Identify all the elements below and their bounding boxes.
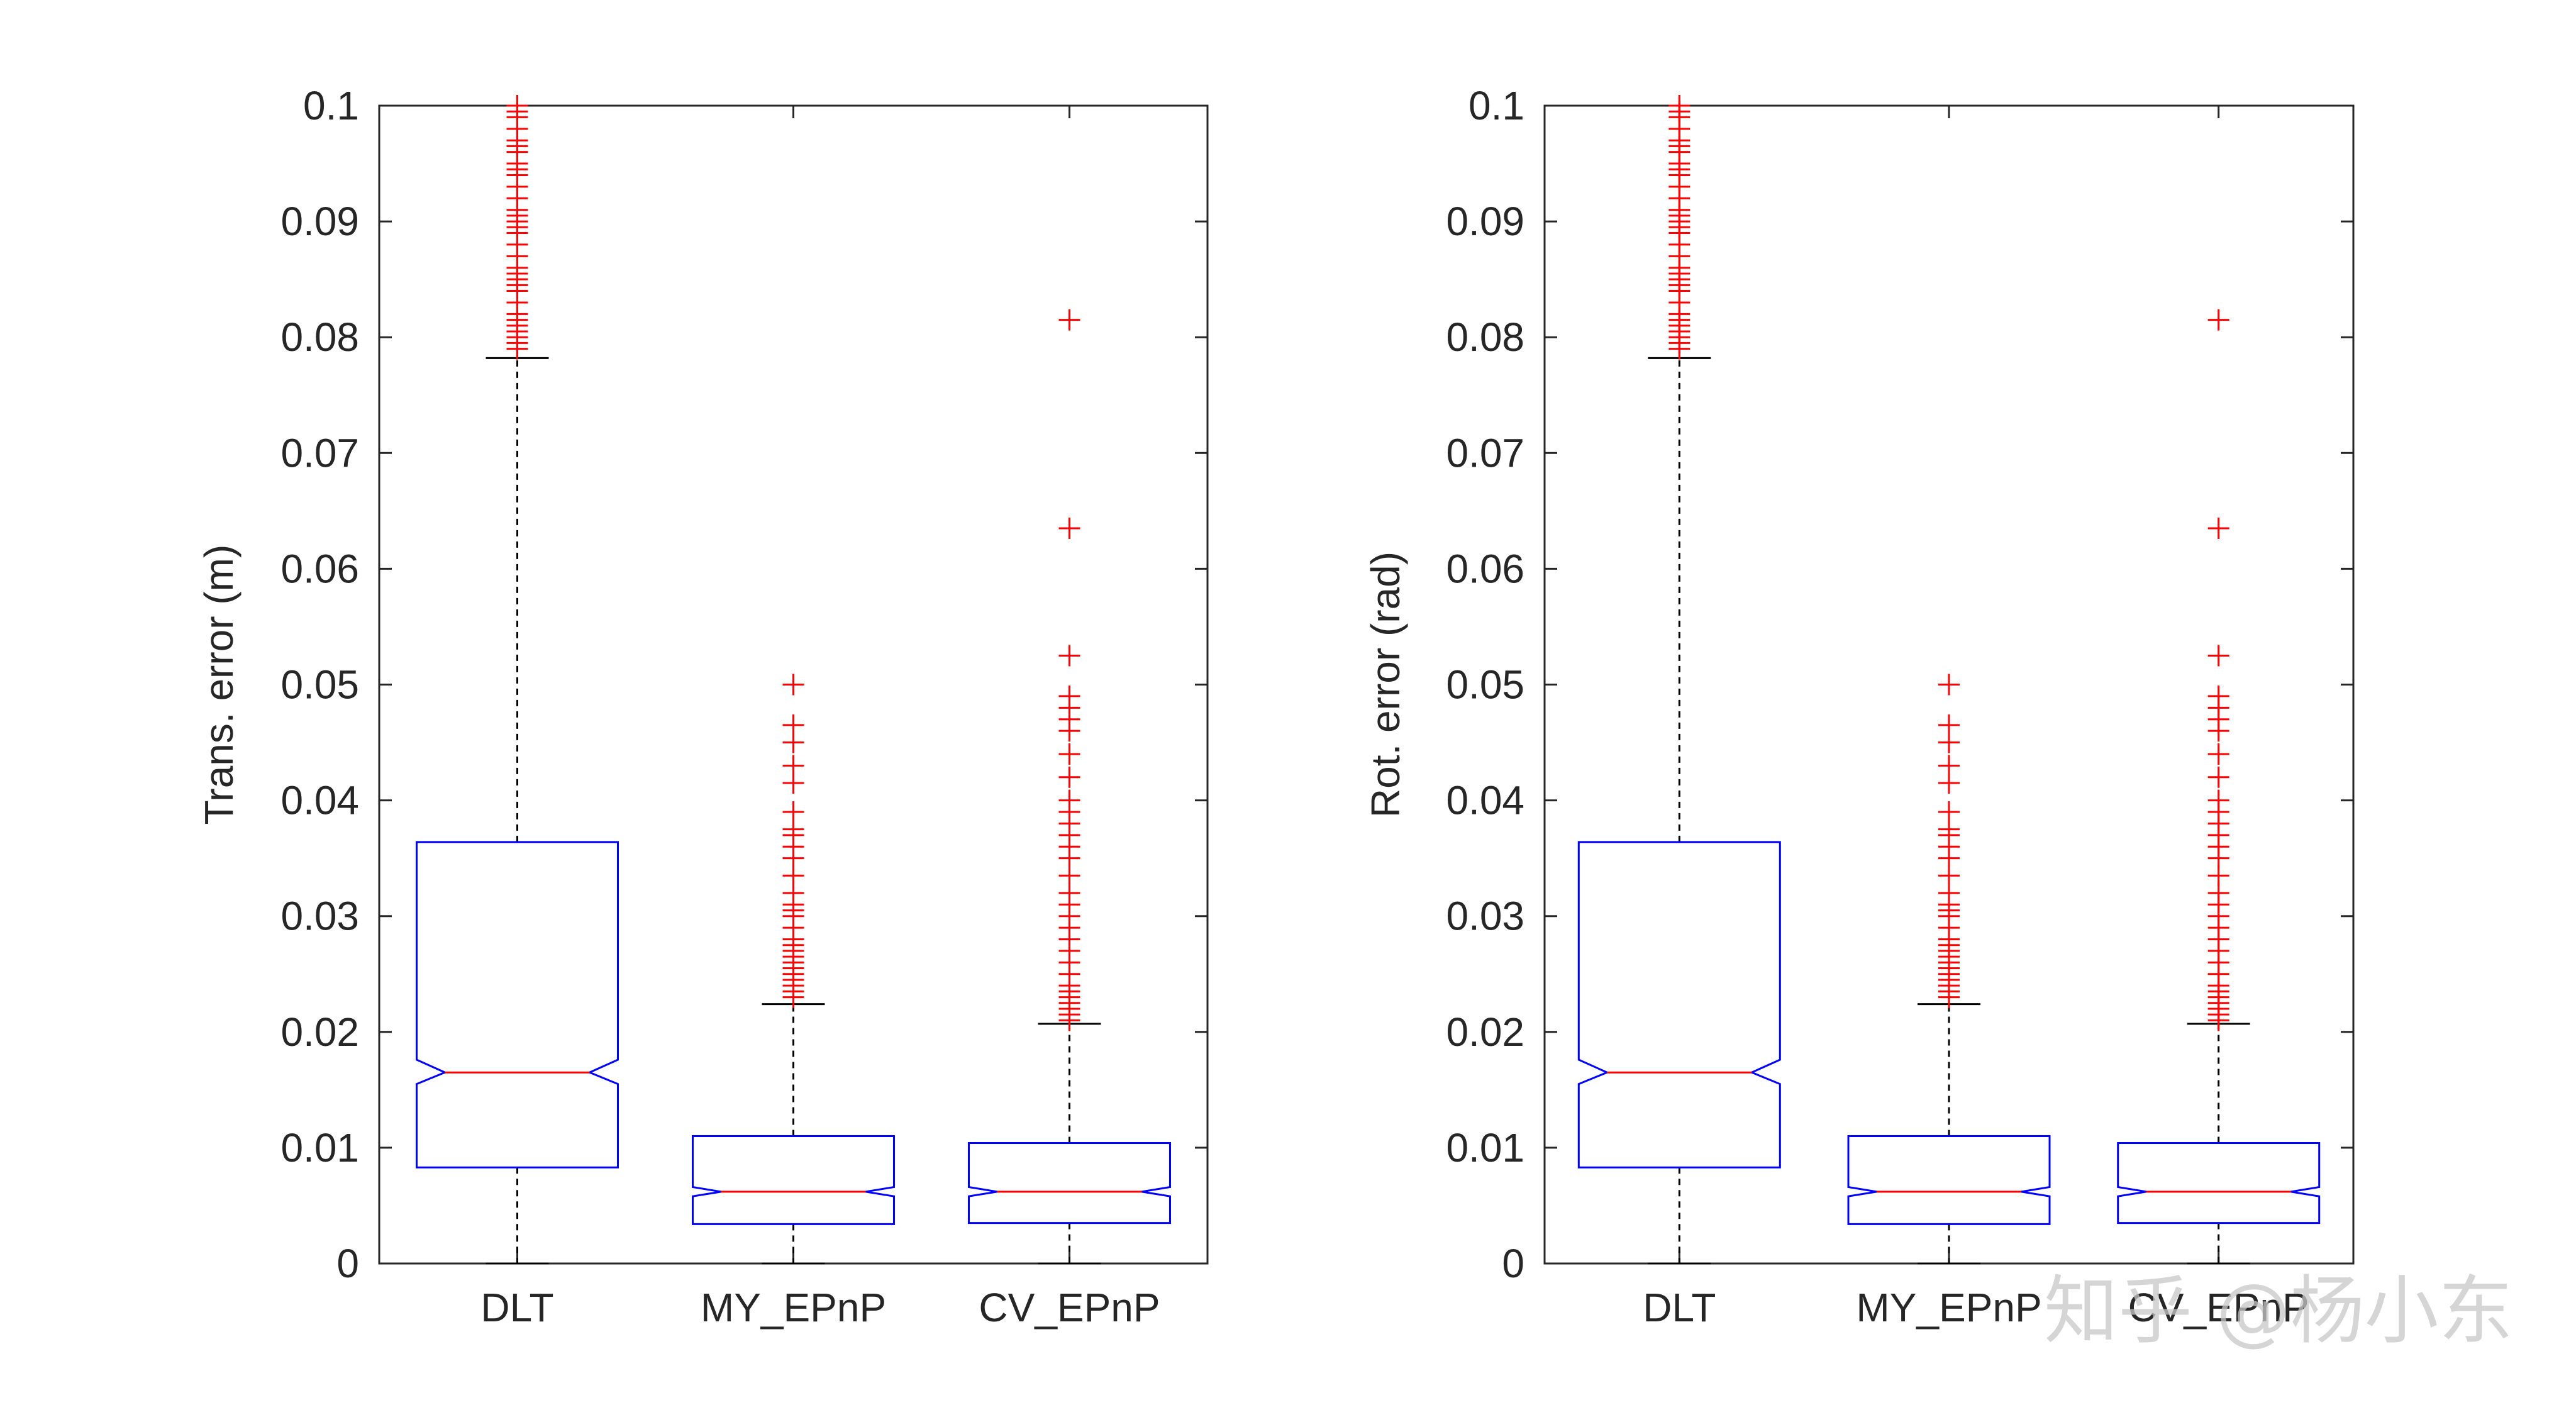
rot-error-plot: 0 0.01 0.02 0.03 0.04 0.05 0.06 0.07 0.08 0.09 0.1… — [1363, 83, 2355, 1330]
box-my-epnp — [1847, 674, 2051, 1265]
outlier-point — [1938, 674, 1960, 696]
x-tick-label: MY_EPnP — [1856, 1285, 2041, 1330]
outlier-point — [782, 714, 804, 736]
y-tick-label: 0 — [336, 1241, 359, 1286]
y-tick-label: 0.07 — [280, 430, 359, 475]
box-cv-epnp — [968, 309, 1171, 1265]
box-cv-epnp — [2117, 309, 2321, 1265]
outlier-point — [1938, 801, 1960, 823]
notched-box — [416, 841, 619, 1169]
outlier-point — [1668, 95, 1690, 116]
y-tick-label: 0.08 — [280, 314, 359, 360]
outlier-point — [782, 801, 804, 823]
watermark-text: 知乎 @杨小东 — [2044, 1267, 2513, 1354]
y-tick-label: 0.06 — [1446, 546, 1524, 591]
y-tick-label: 0.01 — [1446, 1125, 1524, 1170]
x-tick-label: CV_EPnP — [2128, 1285, 2309, 1330]
outlier-point — [1058, 743, 1080, 765]
outlier-point — [1058, 766, 1080, 788]
x-tick-label: MY_EPnP — [701, 1285, 886, 1330]
y-tick-label: 0.07 — [1446, 430, 1524, 475]
notched-box — [2117, 1142, 2321, 1225]
y-tick-label: 0.04 — [1446, 778, 1524, 823]
notched-box — [692, 1135, 895, 1225]
outlier-point — [1058, 517, 1080, 539]
outlier-point — [2207, 766, 2229, 788]
y-tick-label: 0.08 — [1446, 314, 1524, 360]
outlier-point — [506, 95, 528, 116]
outlier-point — [782, 674, 804, 696]
y-tick-label: 0.03 — [1446, 894, 1524, 939]
y-tick-label: 0 — [1502, 1241, 1524, 1286]
outlier-point — [2207, 743, 2229, 765]
y-tick-label: 0.02 — [280, 1009, 359, 1055]
x-tick-label: DLT — [480, 1285, 553, 1330]
box-my-epnp — [692, 674, 895, 1265]
outlier-point — [2207, 789, 2229, 811]
y-tick-label: 0.03 — [280, 894, 359, 939]
outlier-point — [2207, 685, 2229, 707]
box-dlt — [416, 95, 619, 1265]
y-tick-label: 0.09 — [1446, 199, 1524, 244]
outlier-point — [1058, 685, 1080, 707]
x-tick-label: CV_EPnP — [979, 1285, 1160, 1330]
y-tick-label: 0.1 — [1468, 83, 1524, 128]
y-tick-label: 0.01 — [280, 1125, 359, 1170]
y-tick-label: 0.04 — [280, 778, 359, 823]
trans-error-plot: 0 0.01 0.02 0.03 0.04 0.05 0.06 0.07 0.08 0.09 0.1… — [196, 83, 1209, 1330]
y-tick-label: 0.06 — [280, 546, 359, 591]
x-tick-label: DLT — [1643, 1285, 1716, 1330]
y-tick-label: 0.05 — [280, 662, 359, 708]
outlier-point — [1058, 645, 1080, 667]
y-tick-label: 0.09 — [280, 199, 359, 244]
outlier-point — [2207, 309, 2229, 331]
outlier-point — [782, 755, 804, 777]
y-tick-label: 0.1 — [303, 83, 359, 128]
y-axis-label: Rot. error (rad) — [1363, 552, 1408, 818]
outlier-point — [1058, 309, 1080, 331]
notched-box — [1577, 841, 1781, 1169]
y-axis-label: Trans. error (m) — [196, 545, 242, 825]
notched-box — [1847, 1135, 2051, 1225]
outlier-point — [2207, 517, 2229, 539]
y-tick-label: 0.02 — [1446, 1009, 1524, 1055]
box-dlt — [1577, 95, 1781, 1265]
outlier-point — [1938, 755, 1960, 777]
y-tick-label: 0.05 — [1446, 662, 1524, 708]
outlier-point — [1058, 789, 1080, 811]
outlier-point — [2207, 645, 2229, 667]
notched-box — [968, 1142, 1171, 1225]
outlier-point — [1938, 714, 1960, 736]
